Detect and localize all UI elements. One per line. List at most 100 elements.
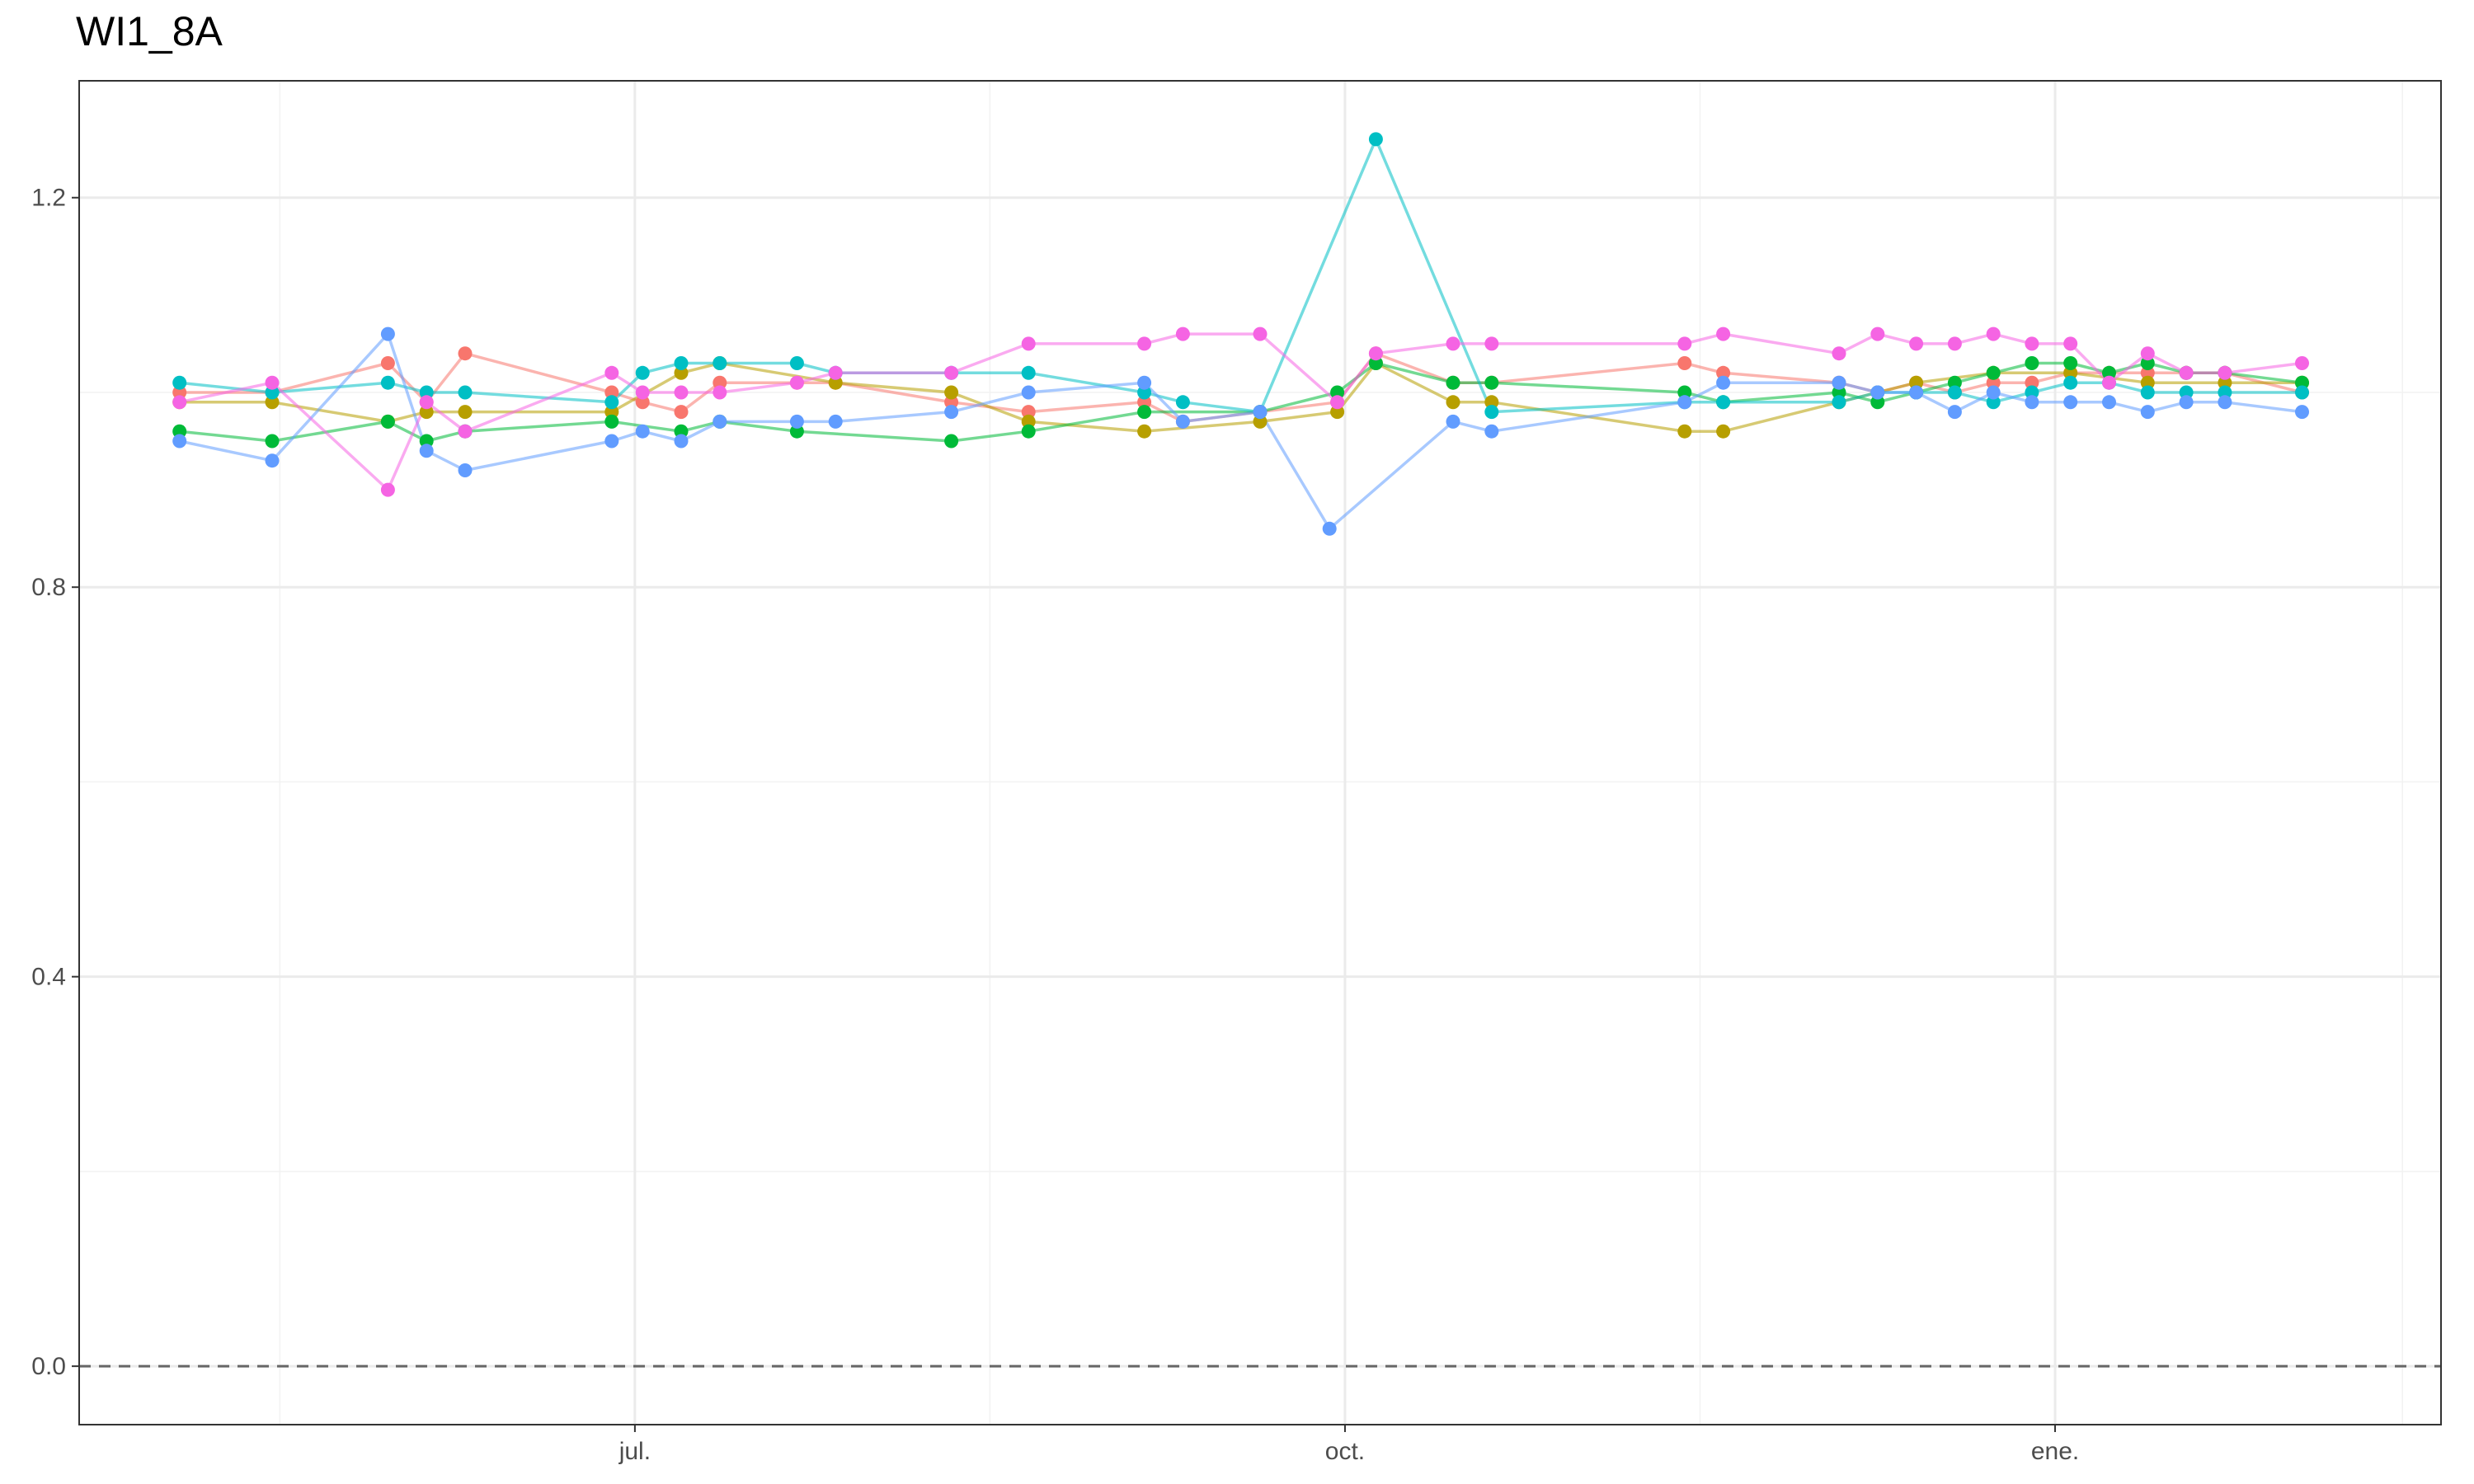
data-point-series-1 <box>635 395 650 410</box>
data-point-series-6 <box>604 365 619 380</box>
data-point-series-4 <box>380 375 395 390</box>
data-point-series-3 <box>419 434 434 448</box>
data-point-series-6 <box>2295 356 2309 370</box>
data-point-series-1 <box>944 395 959 410</box>
data-point-series-2 <box>1716 424 1731 439</box>
data-point-series-6 <box>1484 336 1499 351</box>
data-point-series-2 <box>458 405 473 420</box>
data-point-series-1 <box>458 346 473 361</box>
data-point-series-2 <box>1909 375 1924 390</box>
data-point-series-3 <box>172 424 187 439</box>
data-point-series-1 <box>713 375 727 390</box>
data-point-series-6 <box>1832 346 1846 361</box>
data-point-series-5 <box>789 414 804 429</box>
data-point-series-5 <box>1870 385 1885 400</box>
data-point-series-6 <box>1368 346 1383 361</box>
data-point-series-6 <box>1677 336 1692 351</box>
data-point-series-3 <box>1677 385 1692 400</box>
data-point-series-1 <box>2025 375 2039 390</box>
data-point-series-5 <box>2218 395 2232 410</box>
data-point-series-4 <box>458 385 473 400</box>
data-point-series-3 <box>2140 356 2155 370</box>
data-point-series-6 <box>1446 336 1460 351</box>
y-tick-label: 1.2 <box>31 185 66 212</box>
panel-border <box>78 80 2442 1425</box>
data-point-series-4 <box>1986 395 2001 410</box>
data-point-series-4 <box>2295 385 2309 400</box>
data-point-series-6 <box>419 395 434 410</box>
data-point-series-2 <box>1484 395 1499 410</box>
data-point-series-6 <box>2025 336 2039 351</box>
data-point-series-2 <box>1137 424 1152 439</box>
data-point-series-4 <box>789 356 804 370</box>
data-point-series-2 <box>828 375 843 390</box>
data-point-series-3 <box>2063 356 2078 370</box>
data-point-series-4 <box>2140 385 2155 400</box>
data-point-series-3 <box>2025 356 2039 370</box>
y-tick-label: 0.4 <box>31 964 66 991</box>
data-point-series-6 <box>1716 326 1731 341</box>
data-point-series-6 <box>713 385 727 400</box>
data-point-series-6 <box>380 482 395 497</box>
data-point-series-5 <box>1677 395 1692 410</box>
data-point-series-5 <box>380 326 395 341</box>
data-point-series-4 <box>1832 395 1846 410</box>
data-point-series-6 <box>1137 336 1152 351</box>
y-tick-label: 0.8 <box>31 574 66 601</box>
data-point-series-6 <box>828 365 843 380</box>
data-point-series-6 <box>2102 375 2116 390</box>
data-point-series-6 <box>1175 326 1190 341</box>
data-point-series-5 <box>2140 405 2155 420</box>
data-point-series-5 <box>1484 424 1499 439</box>
data-point-series-5 <box>419 444 434 458</box>
data-point-series-5 <box>635 424 650 439</box>
data-point-series-5 <box>2025 395 2039 410</box>
data-point-series-5 <box>2102 395 2116 410</box>
data-point-series-3 <box>2295 375 2309 390</box>
data-point-series-6 <box>1021 336 1036 351</box>
data-point-series-2 <box>419 405 434 420</box>
data-point-series-3 <box>1947 375 1962 390</box>
y-tick-label: 0.0 <box>31 1353 66 1380</box>
data-point-series-3 <box>1446 375 1460 390</box>
data-point-series-5 <box>1322 521 1337 536</box>
x-tick-label: jul. <box>618 1438 651 1465</box>
data-point-series-3 <box>604 414 619 429</box>
data-point-series-4 <box>1484 405 1499 420</box>
data-point-series-1 <box>604 385 619 400</box>
data-point-series-2 <box>2140 375 2155 390</box>
data-point-series-2 <box>2063 365 2078 380</box>
data-point-series-6 <box>1253 326 1268 341</box>
data-point-series-2 <box>604 405 619 420</box>
data-point-series-2 <box>1021 414 1036 429</box>
data-point-series-4 <box>604 395 619 410</box>
data-point-series-3 <box>1137 405 1152 420</box>
chart-title: WI1_8A <box>76 8 223 54</box>
data-point-series-3 <box>1986 365 2001 380</box>
series-line-2 <box>179 361 2302 433</box>
data-point-series-6 <box>458 424 473 439</box>
data-point-series-6 <box>2063 336 2078 351</box>
data-point-series-4 <box>713 356 727 370</box>
data-point-series-4 <box>635 365 650 380</box>
data-point-series-5 <box>604 434 619 448</box>
data-point-series-4 <box>2063 375 2078 390</box>
data-point-series-2 <box>674 365 689 380</box>
data-point-series-1 <box>172 385 187 400</box>
data-point-series-4 <box>419 385 434 400</box>
data-point-series-6 <box>1947 336 1962 351</box>
data-point-series-4 <box>2025 385 2039 400</box>
data-point-series-5 <box>1137 375 1152 390</box>
data-point-series-2 <box>944 385 959 400</box>
data-point-series-5 <box>1253 405 1268 420</box>
data-point-series-6 <box>1986 326 2001 341</box>
data-point-series-1 <box>380 356 395 370</box>
data-point-series-3 <box>2102 365 2116 380</box>
data-point-series-5 <box>2063 395 2078 410</box>
x-tick-label: ene. <box>2031 1438 2079 1465</box>
data-point-series-1 <box>2140 365 2155 380</box>
data-point-series-6 <box>2140 346 2155 361</box>
data-point-series-1 <box>1716 365 1731 380</box>
data-point-series-6 <box>2218 365 2232 380</box>
